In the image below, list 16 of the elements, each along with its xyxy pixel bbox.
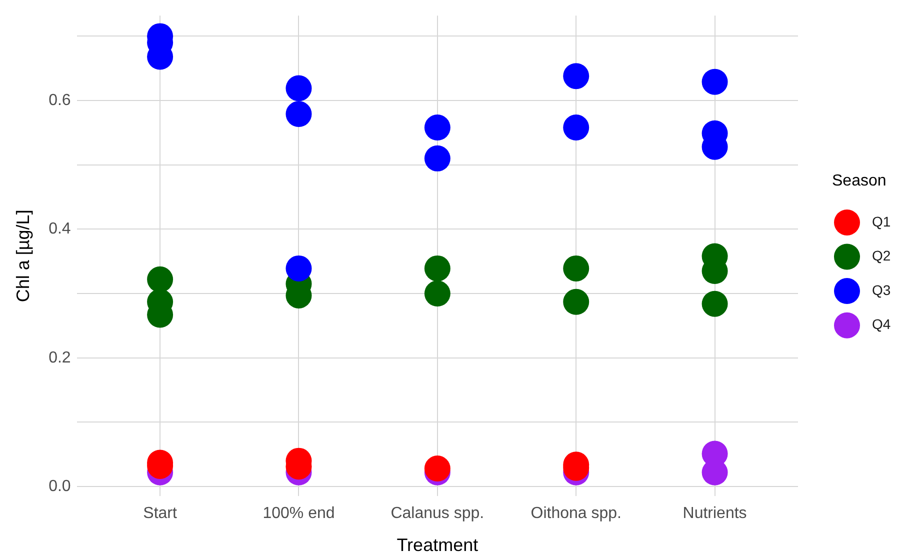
y-tick-label: 0.0 [48, 478, 71, 495]
legend-label: Q3 [872, 282, 891, 298]
legend-label: Q1 [872, 213, 891, 230]
y-tick-label: 0.6 [48, 92, 71, 109]
legend-label: Q2 [872, 248, 891, 264]
legend-label: Q4 [872, 316, 891, 332]
y-tick-label: 0.2 [48, 349, 71, 366]
x-tick-label: Nutrients [682, 505, 747, 522]
x-tick-label: Oithona spp. [530, 505, 622, 522]
x-tick-label: 100% end [262, 505, 335, 522]
legend-title: Season [832, 172, 886, 190]
x-axis-title: Treatment [396, 535, 478, 556]
y-axis-title: Chl a [µg/L] [12, 210, 33, 302]
x-tick-label: Start [143, 505, 178, 522]
y-tick-label: 0.4 [48, 220, 71, 238]
x-tick-label: Calanus spp. [390, 505, 484, 522]
